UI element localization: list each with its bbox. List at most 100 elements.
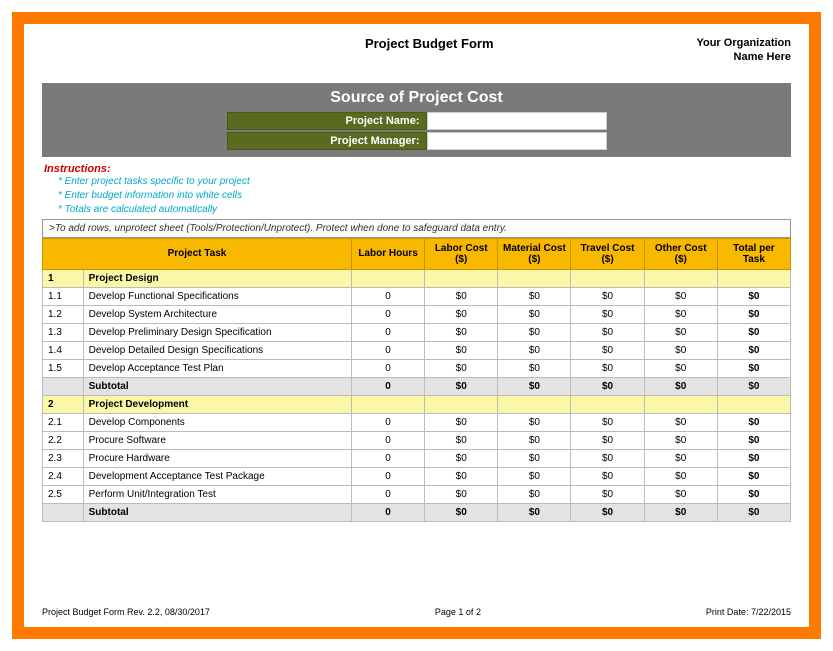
col-project-task: Project Task <box>43 238 352 269</box>
row-material[interactable]: $0 <box>498 413 571 431</box>
row-hours[interactable]: 0 <box>351 431 424 449</box>
row-hours[interactable]: 0 <box>351 341 424 359</box>
row-task[interactable]: Development Acceptance Test Package <box>83 467 351 485</box>
instructions-block: Instructions: * Enter project tasks spec… <box>42 157 791 219</box>
row-index: 1.2 <box>43 305 84 323</box>
row-material[interactable]: $0 <box>498 485 571 503</box>
row-material[interactable]: $0 <box>498 287 571 305</box>
row-other[interactable]: $0 <box>644 287 717 305</box>
row-labor[interactable]: $0 <box>425 341 498 359</box>
row-travel[interactable]: $0 <box>571 341 644 359</box>
row-other[interactable]: $0 <box>644 485 717 503</box>
row-task[interactable]: Develop Preliminary Design Specification <box>83 323 351 341</box>
row-labor[interactable]: $0 <box>425 413 498 431</box>
subtotal-hours: 0 <box>351 377 424 395</box>
row-other[interactable]: $0 <box>644 359 717 377</box>
row-labor[interactable]: $0 <box>425 485 498 503</box>
row-hours[interactable]: 0 <box>351 485 424 503</box>
row-total: $0 <box>717 485 790 503</box>
row-task[interactable]: Perform Unit/Integration Test <box>83 485 351 503</box>
row-travel[interactable]: $0 <box>571 287 644 305</box>
document-frame: Project Budget Form Your Organization Na… <box>12 12 821 639</box>
row-total: $0 <box>717 467 790 485</box>
row-other[interactable]: $0 <box>644 467 717 485</box>
table-row: 1.1Develop Functional Specifications0$0$… <box>43 287 791 305</box>
row-total: $0 <box>717 287 790 305</box>
row-labor[interactable]: $0 <box>425 305 498 323</box>
row-other[interactable]: $0 <box>644 449 717 467</box>
row-travel[interactable]: $0 <box>571 431 644 449</box>
row-task[interactable]: Develop Acceptance Test Plan <box>83 359 351 377</box>
row-task[interactable]: Procure Hardware <box>83 449 351 467</box>
row-task[interactable]: Develop Detailed Design Specifications <box>83 341 351 359</box>
row-task[interactable]: Develop System Architecture <box>83 305 351 323</box>
row-index: 1.1 <box>43 287 84 305</box>
instruction-line: * Enter project tasks specific to your p… <box>44 175 789 189</box>
protection-note: >To add rows, unprotect sheet (Tools/Pro… <box>42 219 791 238</box>
row-travel[interactable]: $0 <box>571 323 644 341</box>
project-name-row: Project Name: <box>42 111 791 131</box>
row-hours[interactable]: 0 <box>351 359 424 377</box>
row-material[interactable]: $0 <box>498 341 571 359</box>
row-other[interactable]: $0 <box>644 341 717 359</box>
banner: Source of Project Cost Project Name: Pro… <box>42 83 791 157</box>
row-other[interactable]: $0 <box>644 413 717 431</box>
row-material[interactable]: $0 <box>498 305 571 323</box>
row-labor[interactable]: $0 <box>425 449 498 467</box>
subtotal-label: Subtotal <box>83 377 351 395</box>
row-hours[interactable]: 0 <box>351 287 424 305</box>
project-manager-row: Project Manager: <box>42 131 791 151</box>
row-hours[interactable]: 0 <box>351 305 424 323</box>
row-travel[interactable]: $0 <box>571 485 644 503</box>
col-total: Total per Task <box>717 238 790 269</box>
row-labor[interactable]: $0 <box>425 287 498 305</box>
row-task[interactable]: Develop Components <box>83 413 351 431</box>
row-hours[interactable]: 0 <box>351 413 424 431</box>
subtotal-labor: $0 <box>425 503 498 521</box>
subtotal-other: $0 <box>644 503 717 521</box>
row-hours[interactable]: 0 <box>351 323 424 341</box>
row-other[interactable]: $0 <box>644 305 717 323</box>
row-material[interactable]: $0 <box>498 359 571 377</box>
section-number: 1 <box>43 269 84 287</box>
row-index: 2.2 <box>43 431 84 449</box>
row-index: 1.5 <box>43 359 84 377</box>
row-labor[interactable]: $0 <box>425 323 498 341</box>
row-labor[interactable]: $0 <box>425 359 498 377</box>
org-line-2: Name Here <box>696 50 791 64</box>
row-index: 1.4 <box>43 341 84 359</box>
row-labor[interactable]: $0 <box>425 431 498 449</box>
row-hours[interactable]: 0 <box>351 449 424 467</box>
row-travel[interactable]: $0 <box>571 305 644 323</box>
subtotal-row: Subtotal0$0$0$0$0$0 <box>43 377 791 395</box>
table-row: 1.2Develop System Architecture0$0$0$0$0$… <box>43 305 791 323</box>
budget-table: Project Task Labor Hours Labor Cost ($) … <box>42 238 791 522</box>
project-name-input[interactable] <box>427 112 607 130</box>
row-travel[interactable]: $0 <box>571 467 644 485</box>
section-header-row: 2Project Development <box>43 395 791 413</box>
row-total: $0 <box>717 413 790 431</box>
section-title: Project Development <box>83 395 351 413</box>
row-material[interactable]: $0 <box>498 323 571 341</box>
row-task[interactable]: Develop Functional Specifications <box>83 287 351 305</box>
row-material[interactable]: $0 <box>498 467 571 485</box>
row-travel[interactable]: $0 <box>571 449 644 467</box>
row-labor[interactable]: $0 <box>425 467 498 485</box>
row-other[interactable]: $0 <box>644 323 717 341</box>
section-title: Project Design <box>83 269 351 287</box>
row-travel[interactable]: $0 <box>571 359 644 377</box>
row-task[interactable]: Procure Software <box>83 431 351 449</box>
row-other[interactable]: $0 <box>644 431 717 449</box>
col-labor-hours: Labor Hours <box>351 238 424 269</box>
row-index: 1.3 <box>43 323 84 341</box>
row-material[interactable]: $0 <box>498 431 571 449</box>
row-hours[interactable]: 0 <box>351 467 424 485</box>
row-index: 2.3 <box>43 449 84 467</box>
row-travel[interactable]: $0 <box>571 413 644 431</box>
project-manager-input[interactable] <box>427 132 607 150</box>
table-row: 1.5Develop Acceptance Test Plan0$0$0$0$0… <box>43 359 791 377</box>
footer-print-date: Print Date: 7/22/2015 <box>706 607 791 617</box>
banner-title: Source of Project Cost <box>42 89 791 111</box>
row-material[interactable]: $0 <box>498 449 571 467</box>
top-header: Project Budget Form Your Organization Na… <box>42 32 791 83</box>
